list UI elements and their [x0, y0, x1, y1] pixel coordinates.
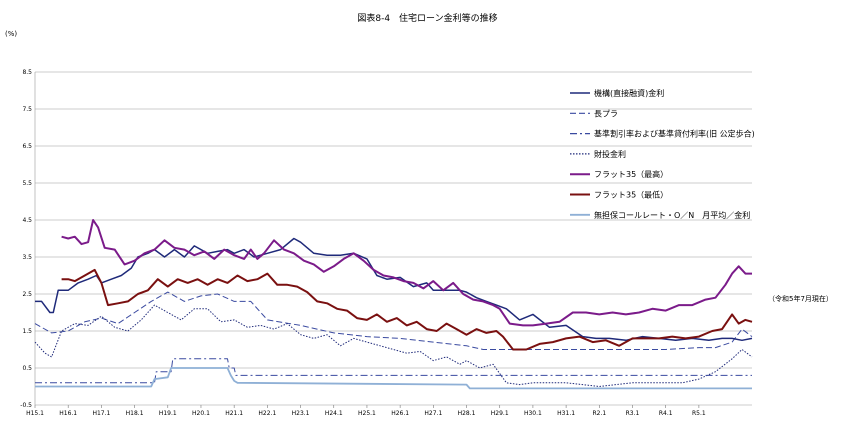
series-line-1	[35, 237, 753, 342]
series-line-4	[34, 304, 753, 387]
x-tick-label: H17.1	[92, 410, 110, 417]
y-tick-label: 7.5	[22, 106, 32, 113]
x-tick-label: H24.1	[325, 410, 343, 417]
series-line-5	[61, 219, 752, 327]
x-tick-label: H21.1	[225, 410, 243, 417]
x-tick-label: H29.1	[491, 410, 509, 417]
legend-label: 基準割引率および基準貸付利率(旧 公定歩合)	[594, 129, 755, 139]
x-axis-ticks: H15.1 H16.1 H17.1 H18.1 H19.1 H20.1 H21.1 H22.1…	[26, 405, 706, 417]
x-tick-label: H22.1	[258, 410, 276, 417]
y-tick-label: -0.5	[20, 402, 32, 409]
series-lines	[34, 219, 753, 390]
x-tick-label: H27.1	[424, 410, 442, 417]
legend-label: 機構(直接融資)金利	[594, 88, 664, 98]
y-tick-label: 8.5	[22, 69, 32, 76]
x-tick-label: H20.1	[192, 410, 210, 417]
x-tick-label: H23.1	[292, 410, 310, 417]
x-tick-label: R3.1	[626, 410, 640, 417]
x-tick-label: R4.1	[659, 410, 673, 417]
series-line-7	[35, 367, 752, 390]
x-tick-label: H16.1	[59, 410, 77, 417]
legend-label: フラット35（最高）	[594, 169, 668, 179]
legend-label: フラット35（最低）	[594, 190, 668, 200]
legend-label: 無担保コールレート・O／N 月平均／金利	[594, 210, 750, 220]
gridlines	[34, 71, 752, 406]
series-line-6	[61, 268, 753, 351]
y-tick-label: 5.5	[22, 180, 32, 187]
x-tick-label: H30.1	[524, 410, 542, 417]
legend-label: 財投金利	[594, 149, 626, 159]
x-tick-label: H18.1	[126, 410, 144, 417]
x-tick-label: H19.1	[159, 410, 177, 417]
y-tick-label: 4.5	[22, 217, 32, 224]
y-tick-label: 6.5	[22, 143, 32, 150]
y-axis-ticks: -0.5 0.5 1.5 2.5 3.5 4.5 5.5 6.5 7.5 8.5	[20, 69, 32, 409]
x-tick-label: H25.1	[358, 410, 376, 417]
legend-label: 長プラ	[594, 109, 618, 118]
y-tick-label: 2.5	[22, 291, 32, 298]
x-tick-label: H15.1	[26, 410, 44, 417]
x-tick-label: H31.1	[557, 410, 575, 417]
x-tick-label: H26.1	[391, 410, 409, 417]
x-tick-label: R5.1	[692, 410, 706, 417]
series-line-3	[35, 358, 752, 384]
y-tick-label: 3.5	[22, 254, 32, 261]
date-note: （令和5年7月現在）	[768, 295, 833, 303]
series-line-2	[34, 291, 753, 350]
x-tick-label: R2.1	[592, 410, 606, 417]
x-tick-label: H28.1	[458, 410, 476, 417]
y-tick-label: 0.5	[22, 365, 32, 372]
y-axis-unit-label: (%)	[5, 30, 18, 38]
chart-title: 図表8-4 住宅ローン金利等の推移	[357, 14, 498, 24]
y-tick-label: 1.5	[22, 328, 32, 335]
